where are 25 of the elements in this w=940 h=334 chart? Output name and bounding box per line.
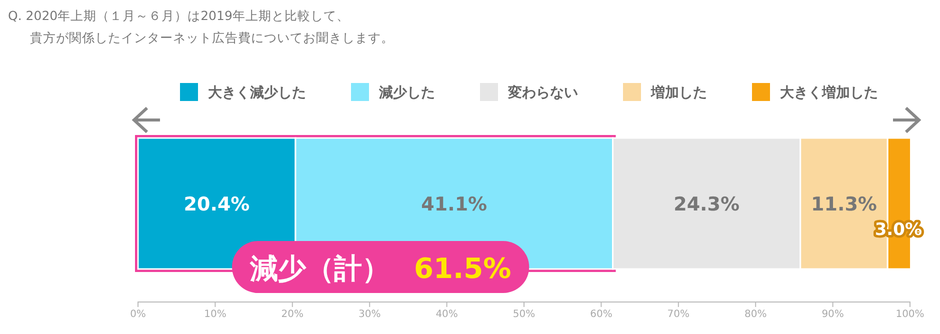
x-tick-label: 70% (667, 309, 690, 320)
data-label: 41.1% (421, 194, 488, 216)
data-label: 20.4% (184, 194, 250, 216)
x-tick-label: 40% (436, 309, 458, 320)
x-tick-label: 50% (512, 309, 536, 320)
data-label: 24.3% (674, 194, 740, 216)
chart-subtitle: 貴方が関係したインターネット広告費についてお聞きします。 (30, 30, 394, 45)
legend-label: 増加した (650, 84, 707, 101)
x-tick-label: 30% (358, 309, 381, 320)
x-tick-label: 20% (281, 309, 304, 320)
x-tick-label: 0% (130, 309, 146, 320)
x-tick-label: 10% (204, 309, 226, 320)
data-label: 11.3% (811, 194, 877, 216)
text: 減少した (378, 85, 435, 101)
legend-label: 大きく減少した (208, 85, 306, 101)
annotation: 減少（計） (249, 252, 390, 285)
chart-title: Q. 2020年上期（１月～６月）は2019年上期と比較して、 (8, 8, 350, 23)
x-tick-label: 80% (744, 309, 767, 320)
legend-label: 変わらない (507, 84, 578, 101)
legend-label: 大きく増加した (780, 84, 878, 101)
x-tick-label: 100% (896, 309, 924, 320)
annotation: 61.5% (414, 252, 512, 285)
x-tick-label: 90% (822, 309, 844, 320)
x-tick-label: 60% (590, 309, 612, 320)
data-label: 3.0% (874, 220, 922, 240)
